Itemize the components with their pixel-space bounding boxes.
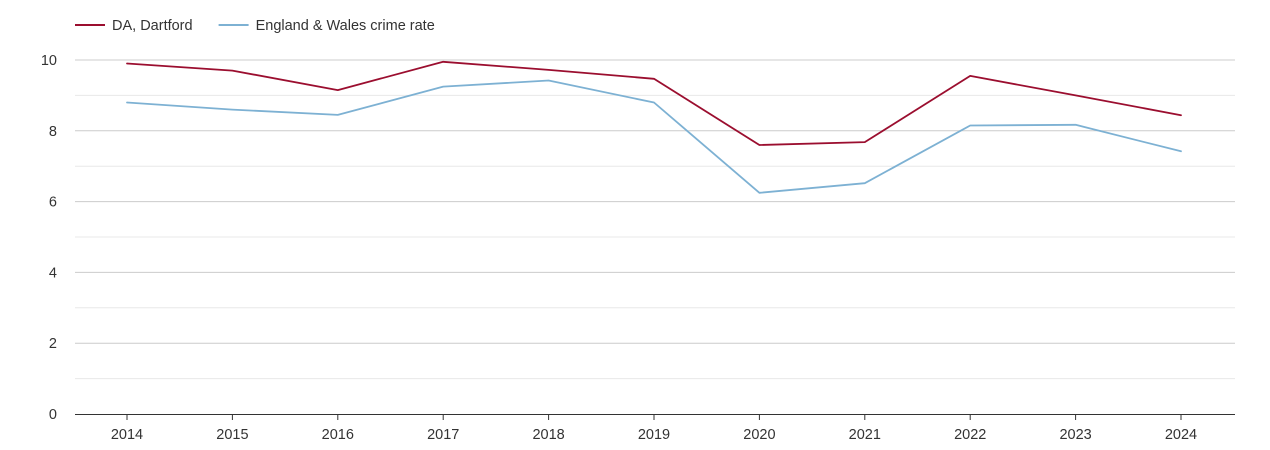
series-line-1 <box>126 79 1182 194</box>
y-tick-label: 10 <box>41 53 57 69</box>
legend-label-1: England & Wales crime rate <box>256 18 435 34</box>
x-tick-label: 2020 <box>743 427 775 443</box>
grid <box>75 59 1235 380</box>
x-tick-label: 2023 <box>1059 427 1091 443</box>
x-tick-label: 2016 <box>322 427 354 443</box>
y-tick-label: 2 <box>49 336 57 352</box>
y-axis: 0 2 4 6 8 10 <box>41 53 57 423</box>
x-tick-label: 2022 <box>954 427 986 443</box>
x-tick-label: 2014 <box>111 427 143 443</box>
x-tick-label: 2024 <box>1165 427 1197 443</box>
x-tick-label: 2017 <box>427 427 459 443</box>
y-tick-label: 4 <box>49 265 57 281</box>
series-layer <box>126 60 1182 194</box>
y-tick-label: 8 <box>49 124 57 140</box>
x-tick-label: 2019 <box>638 427 670 443</box>
x-tick-label: 2018 <box>532 427 564 443</box>
x-axis: 2014 2015 2016 2017 2018 2019 2020 2021 2022 2023… <box>75 414 1235 443</box>
legend: DA, Dartford England & Wales crime rate <box>75 18 435 34</box>
y-tick-label: 0 <box>49 407 57 423</box>
legend-label-0: DA, Dartford <box>112 18 193 34</box>
x-tick-label: 2015 <box>216 427 248 443</box>
y-tick-label: 6 <box>49 195 57 211</box>
x-tick-label: 2021 <box>849 427 881 443</box>
series-line-0 <box>126 60 1182 146</box>
